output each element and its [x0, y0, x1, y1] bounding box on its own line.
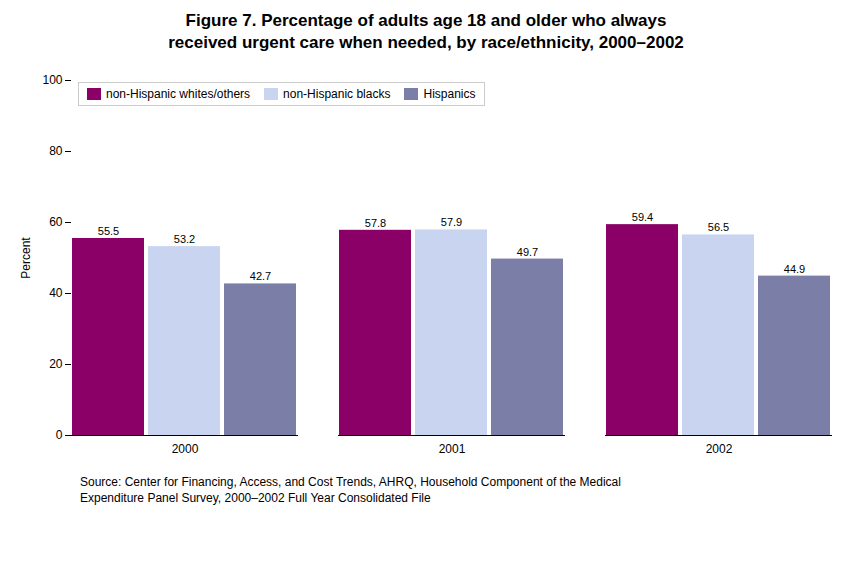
svg-text:56.5: 56.5 — [708, 222, 729, 234]
svg-text:40: 40 — [49, 287, 63, 301]
svg-text:2002: 2002 — [706, 442, 733, 456]
svg-text:57.8: 57.8 — [365, 217, 386, 229]
svg-text:49.7: 49.7 — [517, 246, 538, 258]
svg-text:Percent: Percent — [19, 237, 33, 279]
svg-text:60: 60 — [49, 216, 63, 230]
svg-text:20: 20 — [49, 358, 63, 372]
html-text:Figure 7. Percentage of adults: Figure 7. Percentage of adults age 18 an… — [168, 11, 684, 53]
svg-text:0: 0 — [56, 429, 63, 443]
html-text:non-Hispanic blacks: non-Hispanic blacks — [283, 87, 391, 102]
svg-text:44.9: 44.9 — [784, 263, 805, 275]
svg-text:2000: 2000 — [172, 442, 199, 456]
html-text:Hispanics: Hispanics — [423, 87, 476, 102]
html-text:Source: Center for Financing,: Source: Center for Financing, Access, an… — [80, 475, 621, 506]
svg-text:100: 100 — [42, 74, 62, 88]
svg-text:53.2: 53.2 — [174, 233, 195, 245]
svg-text:59.4: 59.4 — [632, 211, 653, 223]
svg-text:55.5: 55.5 — [98, 225, 119, 237]
svg-text:42.7: 42.7 — [250, 271, 271, 283]
svg-text:57.9: 57.9 — [441, 217, 462, 229]
svg-text:2001: 2001 — [439, 442, 466, 456]
html-text:non-Hispanic whites/others: non-Hispanic whites/others — [106, 87, 251, 102]
svg-text:80: 80 — [49, 145, 63, 159]
